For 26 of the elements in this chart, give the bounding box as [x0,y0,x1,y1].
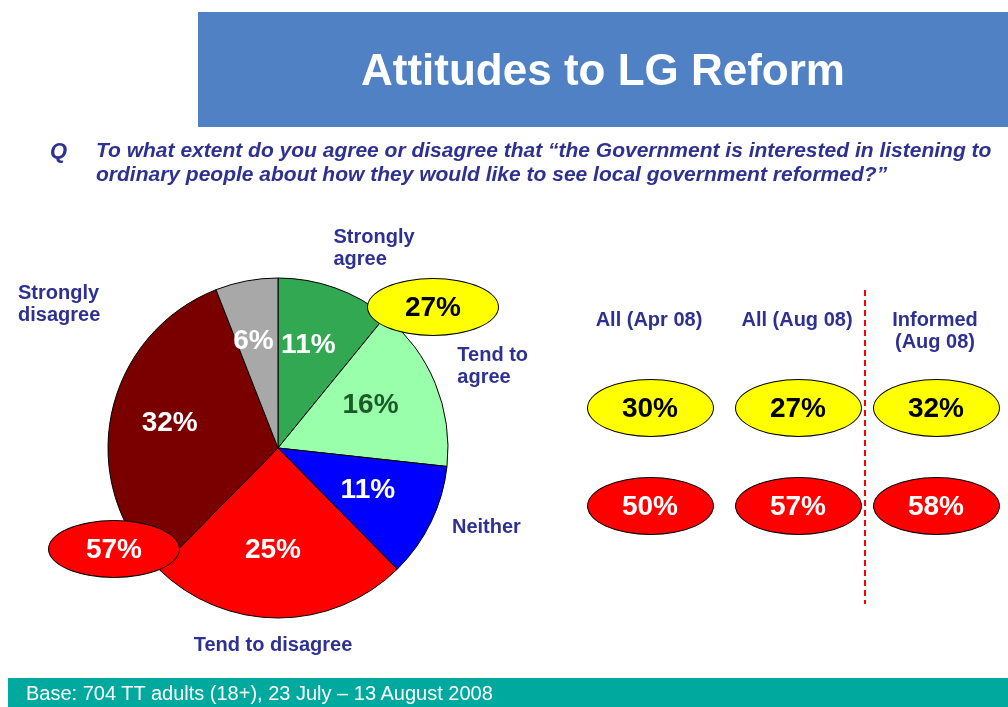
chart-subtitle: To what extent do you agree or disagree that “the Government is interested in listening to ordinary people about how they would like to see local government reformed?” [96,138,993,186]
data-label: 16% [342,387,399,419]
text: All (Aug 08) [740,308,854,330]
text: 58% [872,477,1000,535]
slice-label: Tend to disagree [192,633,354,655]
text: Q [50,138,68,164]
slice-label: Strongly disagree [18,280,102,325]
text: Informed (Aug 08) [891,308,979,352]
text: 32% [872,379,1000,437]
slice-label: Neither [452,514,522,537]
text: 27% [367,278,499,336]
data-label: 32% [141,406,198,438]
data-label: 6% [233,323,274,355]
data-label: 25% [244,532,302,564]
data-label: 11% [340,473,396,505]
slice-label: Tend to agree [457,343,530,388]
text: 50% [586,477,714,535]
text: 57% [734,477,862,535]
text: 57% [48,520,180,578]
data-label: 11% [281,328,336,360]
chart-title: Attitudes to LG Reform [198,12,1008,127]
text: 27% [734,379,862,437]
text: All (Apr 08) [594,308,704,330]
text: Base: 704 TT adults (18+), 23 July – 13 August 2008 [8,678,1008,707]
slice-label: Strongly agree [333,225,416,270]
text: 30% [586,379,714,437]
